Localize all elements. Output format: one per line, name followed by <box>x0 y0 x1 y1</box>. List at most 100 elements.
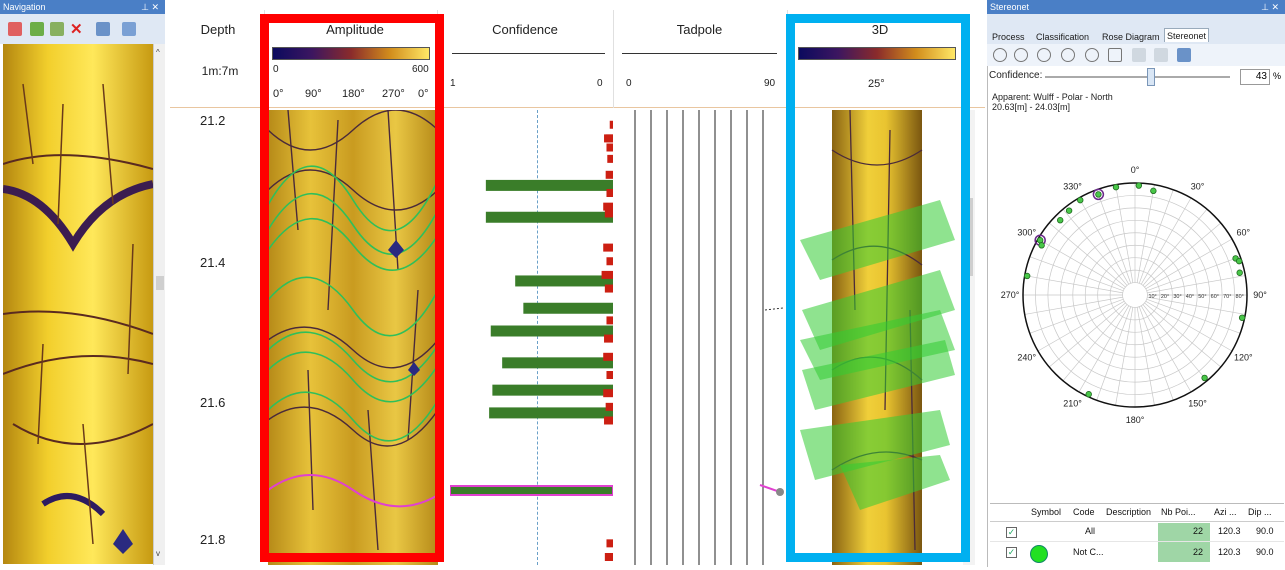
pole-point[interactable] <box>1238 314 1246 321</box>
confidence-unit: % <box>1273 71 1282 81</box>
azimuth-label: 240° <box>1017 353 1036 363</box>
dip-label: 70° <box>1223 294 1231 300</box>
amplitude-highlight-box <box>260 14 444 562</box>
tab-stereonet[interactable]: Stereonet <box>1164 28 1210 42</box>
pole-point[interactable] <box>1095 191 1102 198</box>
confidence-bars <box>450 120 613 561</box>
crosshair-icon[interactable] <box>1014 48 1028 62</box>
confidence-value-input[interactable]: 43 <box>1240 69 1270 85</box>
confidence-slider-thumb[interactable] <box>1147 68 1155 86</box>
table-row[interactable]: ✓ Not C... 22 120.3 90.0 <box>990 542 1284 564</box>
dip-label: 50° <box>1198 294 1206 300</box>
globe-icon[interactable] <box>1037 48 1051 62</box>
north-icon[interactable] <box>1061 48 1075 62</box>
tab-classification[interactable]: Classification <box>1036 32 1090 42</box>
confidence-right: 0 <box>597 78 603 89</box>
tab-process[interactable]: Process <box>992 32 1025 42</box>
stereonet-info-line2: 20.63[m] - 24.03[m] <box>992 102 1071 112</box>
row-nb-cell <box>1158 542 1210 562</box>
pole-point[interactable] <box>1235 257 1243 265</box>
col-header-nb-points[interactable]: Nb Poi... <box>1161 507 1196 517</box>
separator <box>613 10 614 108</box>
export-icon[interactable] <box>96 22 110 36</box>
row-checkbox[interactable]: ✓ <box>1006 547 1017 558</box>
pin-close-icon[interactable]: ⊥ ✕ <box>141 2 159 12</box>
import-icon[interactable] <box>122 22 136 36</box>
remove-green-icon[interactable] <box>50 22 64 36</box>
confidence-bar-selected <box>450 485 613 496</box>
row-checkbox[interactable]: ✓ <box>1006 527 1017 538</box>
navigation-scroll-thumb[interactable] <box>156 276 164 290</box>
confidence-bar-green <box>489 407 613 419</box>
amplitude-min: 0 <box>273 64 279 75</box>
tadpole-scale-line <box>622 53 777 54</box>
navigation-image[interactable] <box>3 44 153 564</box>
pole-point[interactable] <box>1236 269 1243 276</box>
close-icon[interactable]: ✕ <box>70 21 83 38</box>
azimuth-label: 150° <box>1188 398 1207 408</box>
confidence-bar-red <box>606 539 613 548</box>
azimuth-label: 330° <box>1063 182 1082 192</box>
navigation-scrollbar[interactable]: ^ v <box>153 44 165 565</box>
azimuth-label: 180° <box>342 88 365 100</box>
amplitude-image-track[interactable] <box>268 110 438 565</box>
azimuth-line <box>1142 304 1208 382</box>
delete-track-icon[interactable] <box>8 22 22 36</box>
azimuth-line <box>1096 189 1132 284</box>
stereonet-plot[interactable]: 0° 30° 60° 90° 120° 150° 180° 210° 240° 270° 300° 3… <box>990 160 1280 445</box>
depth-tick-label: 21.8 <box>200 532 226 547</box>
azimuth-line <box>1145 300 1233 352</box>
depth-scale: 1m:7m <box>201 64 239 78</box>
col-header-dip[interactable]: Dip ... <box>1248 507 1272 517</box>
azimuth-label: 30° <box>1191 182 1205 192</box>
navigation-toolbar: ✕ <box>0 14 165 44</box>
confidence-bar-green <box>515 275 613 287</box>
grid-icon[interactable] <box>1108 48 1122 62</box>
azimuth-line <box>1138 306 1174 401</box>
pole-point[interactable] <box>1135 182 1143 189</box>
stereonet-info-line1: Apparent: Wulff - Polar - North <box>992 92 1113 102</box>
rotate-icon[interactable] <box>1085 48 1099 62</box>
threed-track[interactable] <box>790 109 970 565</box>
pole-point[interactable] <box>1201 374 1208 382</box>
pole-point[interactable] <box>1150 187 1157 195</box>
pole-point[interactable] <box>1077 196 1084 204</box>
pole-point[interactable] <box>1023 272 1031 280</box>
stereonet-panel <box>987 0 1285 567</box>
col-header-description[interactable]: Description <box>1106 507 1152 517</box>
pole-point[interactable] <box>1057 217 1064 224</box>
confidence-slider-track[interactable] <box>1045 76 1230 78</box>
threed-highlight-box <box>786 14 970 562</box>
confidence-bar-green <box>490 325 613 337</box>
tab-rose-diagram[interactable]: Rose Diagram <box>1102 32 1160 42</box>
tool-disabled-icon[interactable] <box>1132 48 1146 62</box>
azimuth-label: 210° <box>1063 398 1082 408</box>
depth-tick-label: 21.2 <box>200 113 226 128</box>
confidence-bar-green <box>485 211 613 223</box>
confidence-bar-red <box>601 270 613 279</box>
tool-disabled-icon[interactable] <box>1154 48 1168 62</box>
tadpole-left: 0 <box>626 78 632 89</box>
azimuth-line <box>1115 307 1134 406</box>
add-green-icon[interactable] <box>30 22 44 36</box>
azimuth-label: 60° <box>1236 228 1250 238</box>
table-row[interactable]: ✓ All 22 120.3 90.0 <box>990 523 1284 542</box>
depth-tick-label: 21.4 <box>200 255 226 270</box>
azimuth-label: 0° <box>273 88 284 100</box>
azimuth-label: 90° <box>1253 290 1267 300</box>
col-header-code[interactable]: Code <box>1073 507 1095 517</box>
pin-close-icon[interactable]: ⊥ ✕ <box>1261 2 1279 12</box>
confidence-bar-red <box>603 352 613 361</box>
pole-point[interactable] <box>1112 183 1120 191</box>
pole-point[interactable] <box>1065 207 1073 214</box>
confidence-bar-red <box>605 402 613 411</box>
scroll-up-icon[interactable]: ^ <box>156 48 160 57</box>
refresh-icon[interactable] <box>993 48 1007 62</box>
confidence-left: 1 <box>450 78 456 89</box>
pole-point[interactable] <box>1038 242 1045 249</box>
pole-point[interactable] <box>1085 391 1092 398</box>
scroll-down-icon[interactable]: v <box>156 549 160 558</box>
col-header-azimuth[interactable]: Azi ... <box>1214 507 1237 517</box>
export-icon[interactable] <box>1177 48 1191 62</box>
col-header-symbol[interactable]: Symbol <box>1031 507 1062 517</box>
